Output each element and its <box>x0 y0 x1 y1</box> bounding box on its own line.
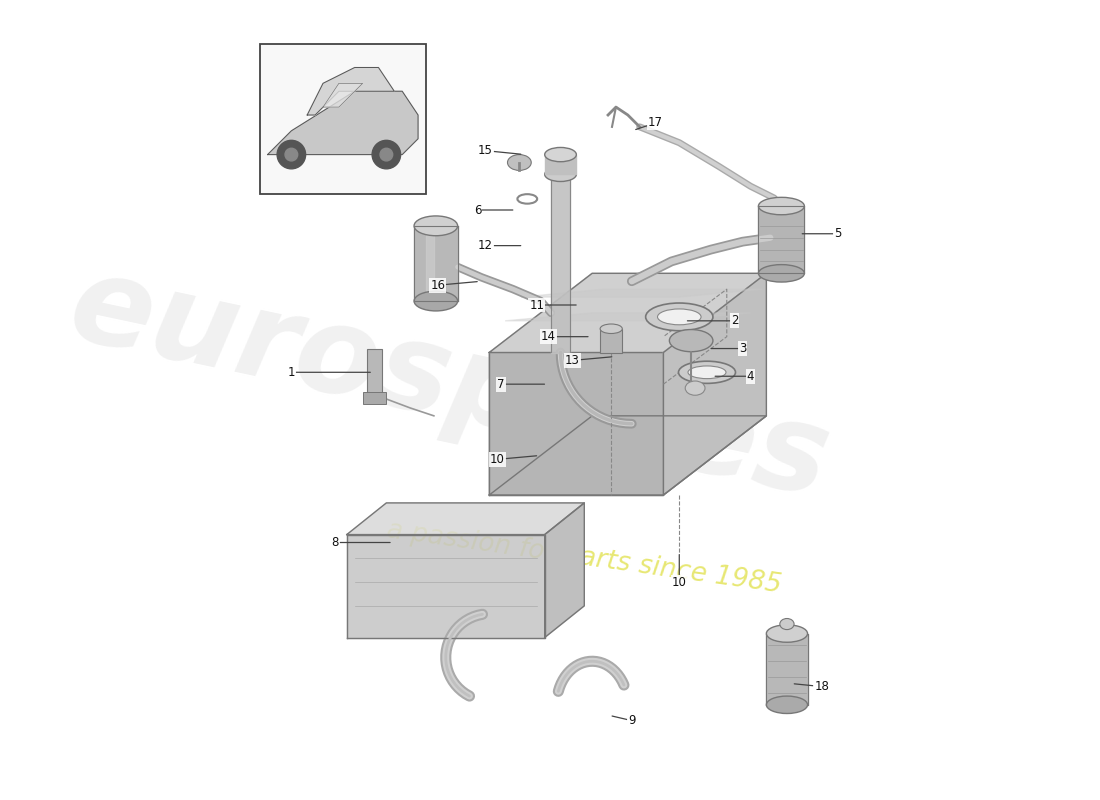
Polygon shape <box>490 353 663 495</box>
Text: 3: 3 <box>712 342 746 355</box>
Text: 2: 2 <box>688 314 738 327</box>
Ellipse shape <box>685 381 705 395</box>
Text: 11: 11 <box>529 298 576 311</box>
Text: 4: 4 <box>715 370 755 382</box>
Ellipse shape <box>601 324 623 334</box>
Circle shape <box>277 140 306 169</box>
Text: 7: 7 <box>497 378 544 390</box>
Polygon shape <box>490 416 767 495</box>
Bar <box>426 226 433 301</box>
Ellipse shape <box>544 167 576 182</box>
Ellipse shape <box>658 309 701 325</box>
Ellipse shape <box>646 303 713 330</box>
Bar <box>414 226 458 301</box>
Ellipse shape <box>670 330 713 352</box>
Ellipse shape <box>414 216 458 236</box>
Text: 18: 18 <box>794 680 829 693</box>
Ellipse shape <box>544 147 576 162</box>
Ellipse shape <box>507 154 531 170</box>
Text: 17: 17 <box>636 117 663 130</box>
Polygon shape <box>346 503 584 534</box>
Text: 8: 8 <box>331 536 390 549</box>
Bar <box>544 154 576 174</box>
Ellipse shape <box>758 198 804 214</box>
Ellipse shape <box>679 362 736 383</box>
Ellipse shape <box>767 696 807 714</box>
Text: 5: 5 <box>802 227 842 240</box>
Text: 9: 9 <box>612 714 636 727</box>
Polygon shape <box>267 91 418 154</box>
Text: 10: 10 <box>672 554 686 589</box>
Text: 6: 6 <box>474 203 513 217</box>
Text: 13: 13 <box>565 354 612 367</box>
Bar <box>363 392 386 404</box>
Polygon shape <box>490 274 767 353</box>
Polygon shape <box>323 83 363 107</box>
Text: a passion for parts since 1985: a passion for parts since 1985 <box>385 518 783 599</box>
Polygon shape <box>663 274 767 495</box>
Text: 12: 12 <box>477 239 520 252</box>
Text: 16: 16 <box>430 278 477 292</box>
Polygon shape <box>490 274 592 495</box>
Ellipse shape <box>780 618 794 630</box>
Text: 10: 10 <box>490 453 537 466</box>
Text: eurospares: eurospares <box>59 246 839 522</box>
Polygon shape <box>346 534 544 638</box>
Ellipse shape <box>758 265 804 282</box>
Bar <box>767 634 807 705</box>
Ellipse shape <box>688 366 726 378</box>
Circle shape <box>379 148 393 161</box>
Polygon shape <box>307 67 394 115</box>
Text: 1: 1 <box>287 366 371 378</box>
Ellipse shape <box>414 291 458 311</box>
Polygon shape <box>521 289 762 297</box>
Polygon shape <box>505 313 750 321</box>
Polygon shape <box>544 503 584 638</box>
Text: 14: 14 <box>541 330 589 343</box>
Circle shape <box>285 148 298 161</box>
Text: 15: 15 <box>477 144 520 157</box>
Bar <box>260 44 426 194</box>
Ellipse shape <box>767 625 807 642</box>
Bar <box>366 349 383 396</box>
Circle shape <box>372 140 400 169</box>
Bar <box>601 329 623 353</box>
Bar <box>758 206 804 274</box>
